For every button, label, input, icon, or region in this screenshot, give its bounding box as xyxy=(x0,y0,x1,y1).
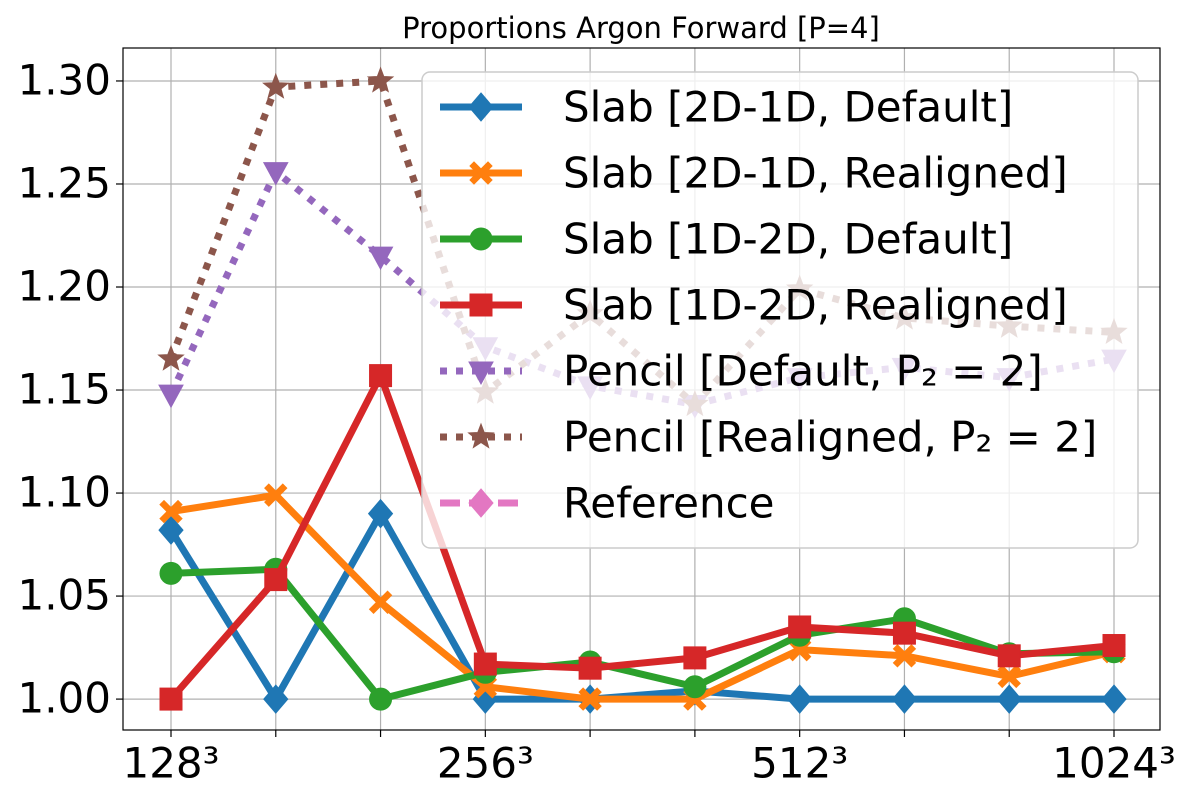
marker xyxy=(367,246,394,271)
legend-label: Slab [2D-1D, Realigned] xyxy=(563,149,1068,198)
marker xyxy=(368,590,393,614)
marker xyxy=(158,384,184,409)
x-tick-label: 256³ xyxy=(437,739,534,788)
y-tick-label: 1.30 xyxy=(17,55,111,104)
y-tick-label: 1.20 xyxy=(17,262,111,311)
chart-title: Proportions Argon Forward [P=4] xyxy=(402,11,880,45)
y-tick-label: 1.10 xyxy=(17,468,111,517)
marker xyxy=(262,162,289,186)
marker xyxy=(683,675,707,699)
marker xyxy=(469,161,493,185)
legend-box xyxy=(421,71,1139,549)
marker xyxy=(467,422,495,449)
marker xyxy=(264,568,288,592)
y-tick-label: 1.05 xyxy=(17,571,111,620)
marker xyxy=(473,652,497,676)
legend-label: Reference xyxy=(563,479,775,528)
series-line xyxy=(170,565,1115,703)
series-line xyxy=(168,372,1115,702)
y-tick-label: 1.00 xyxy=(17,674,111,723)
marker xyxy=(891,684,918,714)
x-tick-label: 1024³ xyxy=(1052,739,1176,788)
plot-frame xyxy=(122,47,1161,731)
legend-label: Slab [1D-2D, Default] xyxy=(563,215,1013,264)
marker xyxy=(1102,634,1126,658)
legend-label: Pencil [Default, P₂ = 2] xyxy=(563,347,1043,396)
marker xyxy=(264,483,288,507)
legend-label: Slab [1D-2D, Realigned] xyxy=(563,281,1068,330)
y-tick-label: 1.15 xyxy=(17,365,111,414)
series-line xyxy=(170,491,1115,703)
series-line xyxy=(168,510,1114,703)
legend: Slab [2D-1D, Default] Slab [2D-1D, Realig… xyxy=(421,71,1139,549)
marker xyxy=(997,644,1021,668)
marker xyxy=(892,644,917,668)
marker xyxy=(369,364,393,388)
marker xyxy=(263,684,289,714)
legend-label: Slab [2D-1D, Default] xyxy=(563,83,1013,132)
marker xyxy=(157,344,185,371)
marker xyxy=(369,687,393,711)
marker xyxy=(788,615,812,639)
marker xyxy=(683,646,707,670)
marker xyxy=(578,656,602,680)
marker xyxy=(159,561,183,585)
legend-label: Pencil [Realigned, P₂ = 2] xyxy=(563,413,1097,462)
marker xyxy=(996,684,1022,714)
marker xyxy=(787,684,813,714)
marker xyxy=(997,664,1021,689)
x-tick-label: 128³ xyxy=(122,739,219,788)
marker xyxy=(1101,684,1127,714)
marker xyxy=(578,687,602,711)
x-tick-label: 512³ xyxy=(751,739,848,788)
marker xyxy=(159,687,183,711)
marker xyxy=(159,499,183,524)
marker xyxy=(468,488,494,518)
marker xyxy=(469,227,493,251)
marker xyxy=(469,293,493,317)
marker xyxy=(468,92,494,122)
marker xyxy=(366,66,395,93)
marker xyxy=(158,515,184,545)
y-tick-label: 1.25 xyxy=(17,158,111,207)
marker xyxy=(367,498,394,529)
marker xyxy=(468,361,494,386)
marker xyxy=(262,72,290,99)
marker xyxy=(892,621,916,645)
